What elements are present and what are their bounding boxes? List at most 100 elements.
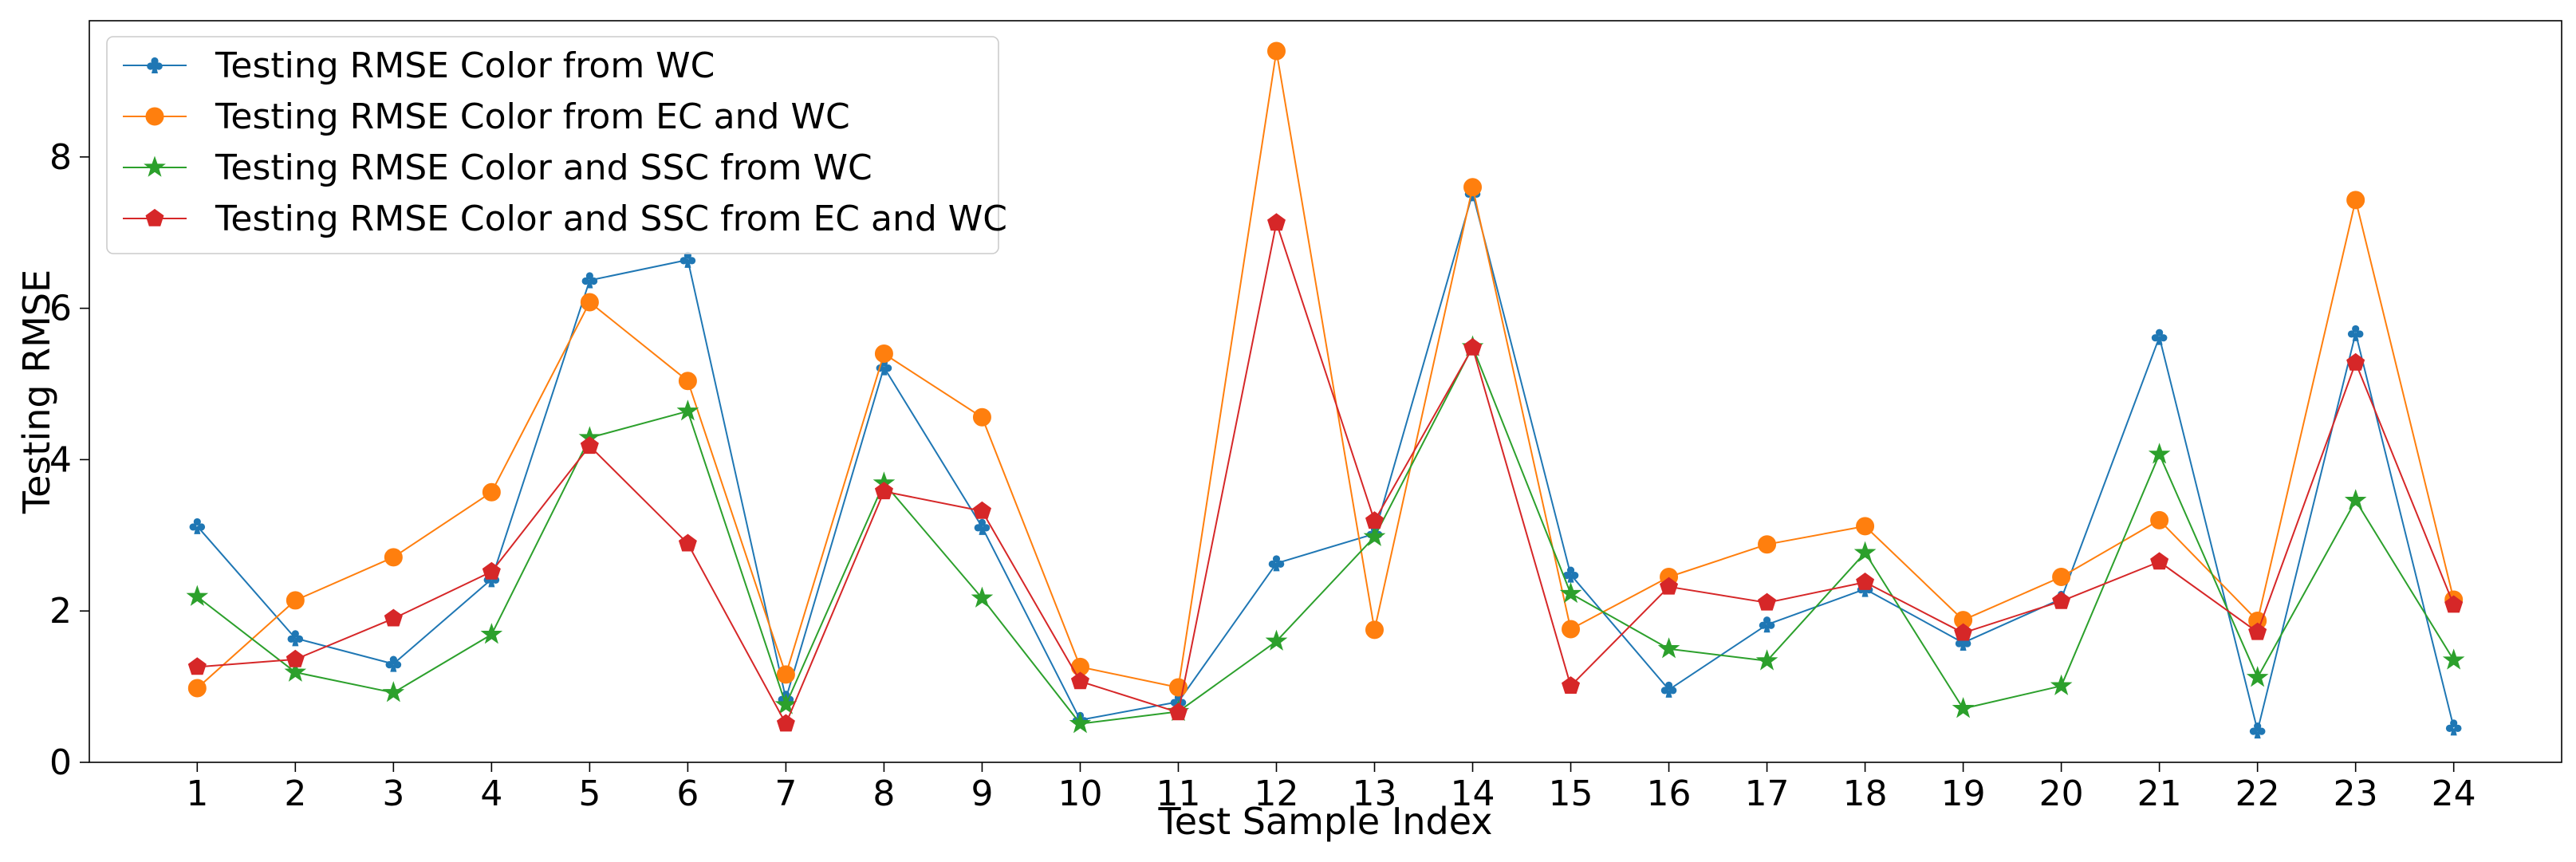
legend-item: Testing RMSE Color and SSC from EC and W… — [123, 199, 1007, 239]
x-tick-label: 5 — [578, 773, 601, 814]
series-line — [196, 346, 2455, 725]
legend-marker — [144, 155, 166, 177]
data-point — [1853, 541, 1877, 562]
data-point — [186, 585, 209, 606]
series-line — [196, 50, 2455, 689]
x-tick-label: 6 — [676, 773, 699, 814]
data-point — [972, 407, 991, 427]
x-tick-label: 2 — [284, 773, 306, 814]
data-point — [874, 344, 893, 364]
x-axis: 1 2 3 4 5 6 7 8 9 10 11 12 13 14 15 16 17 18 19 20 21 22 23 24 — [186, 762, 2476, 814]
data-point — [678, 533, 697, 552]
data-point — [1265, 629, 1288, 651]
data-point — [384, 608, 403, 627]
data-point — [580, 293, 599, 312]
data-point — [1463, 178, 1483, 197]
data-point — [874, 482, 893, 500]
x-tick-label: 21 — [2137, 773, 2182, 814]
data-point — [1365, 511, 1384, 529]
x-tick-label: 15 — [1549, 773, 1593, 814]
data-point — [1463, 337, 1483, 356]
y-tick-label: 2 — [49, 591, 72, 632]
data-point — [385, 655, 402, 672]
data-point — [2148, 443, 2171, 464]
data-point — [2150, 510, 2169, 529]
x-tick-label: 8 — [872, 773, 895, 814]
x-tick-label: 19 — [1941, 773, 1986, 814]
data-point — [678, 372, 697, 391]
data-point — [974, 518, 991, 535]
x-tick-label: 22 — [2235, 773, 2280, 814]
data-point — [2248, 622, 2267, 640]
data-point — [581, 272, 598, 289]
data-point — [2052, 591, 2071, 609]
data-point — [1759, 616, 1775, 633]
data-point — [2347, 325, 2364, 341]
data-point — [1363, 525, 1386, 546]
x-tick-label: 4 — [480, 773, 502, 814]
data-point — [2444, 595, 2464, 613]
data-point — [1758, 592, 1777, 611]
x-tick-label: 20 — [2039, 773, 2084, 814]
data-point — [382, 681, 405, 703]
legend-item: Testing RMSE Color and SSC from WC — [123, 148, 872, 188]
y-tick-label: 4 — [49, 439, 72, 480]
data-point — [676, 400, 699, 421]
data-point — [2344, 489, 2367, 510]
data-point — [1559, 581, 1582, 604]
y-axis: 0 2 4 6 8 — [49, 137, 89, 783]
data-point — [1069, 712, 1092, 734]
data-point — [971, 586, 994, 608]
data-point — [2246, 666, 2269, 687]
data-point — [2052, 568, 2071, 586]
x-tick-label: 3 — [382, 773, 404, 814]
x-tick-label: 10 — [1058, 773, 1102, 814]
data-point — [2442, 648, 2465, 670]
data-point — [1267, 213, 1286, 231]
data-point — [482, 482, 501, 502]
legend-label: Testing RMSE Color from WC — [215, 45, 715, 86]
data-point — [189, 518, 206, 534]
data-point — [1562, 620, 1581, 639]
data-point — [2346, 352, 2365, 371]
data-point — [1856, 517, 1875, 536]
series-line — [196, 192, 2455, 732]
data-point — [2151, 329, 2168, 345]
legend-marker — [145, 107, 164, 126]
data-point — [1168, 703, 1188, 721]
legend-box — [106, 36, 999, 254]
y-tick-label: 6 — [49, 289, 72, 329]
data-point — [1562, 676, 1581, 694]
x-tick-label: 1 — [186, 773, 208, 814]
data-point — [2346, 191, 2365, 210]
data-point — [187, 657, 207, 675]
x-tick-label: 16 — [1647, 773, 1692, 814]
data-point — [2445, 719, 2462, 736]
data-point — [2249, 722, 2266, 739]
data-point — [480, 623, 503, 644]
x-tick-label: 11 — [1156, 773, 1200, 814]
series-layer — [186, 41, 2465, 739]
x-tick-label: 14 — [1451, 773, 1495, 814]
legend-label: Testing RMSE Color from EC and WC — [215, 96, 850, 137]
data-point — [2150, 552, 2169, 570]
data-point — [2050, 674, 2073, 695]
data-point — [776, 665, 795, 684]
data-point — [287, 630, 304, 647]
data-point — [876, 359, 892, 376]
data-point — [187, 679, 207, 698]
x-tick-label: 17 — [1745, 773, 1790, 814]
data-point — [1268, 555, 1285, 572]
data-point — [1657, 637, 1680, 659]
legend-item: Testing RMSE Color from EC and WC — [123, 96, 850, 137]
data-point — [384, 548, 403, 567]
data-point — [1266, 41, 1286, 61]
data-point — [1070, 671, 1089, 690]
series-line — [197, 222, 2455, 725]
x-tick-label: 13 — [1353, 773, 1397, 814]
data-point — [1758, 535, 1777, 554]
x-tick-label: 12 — [1254, 773, 1298, 814]
data-point — [284, 660, 307, 682]
data-point — [774, 693, 798, 714]
